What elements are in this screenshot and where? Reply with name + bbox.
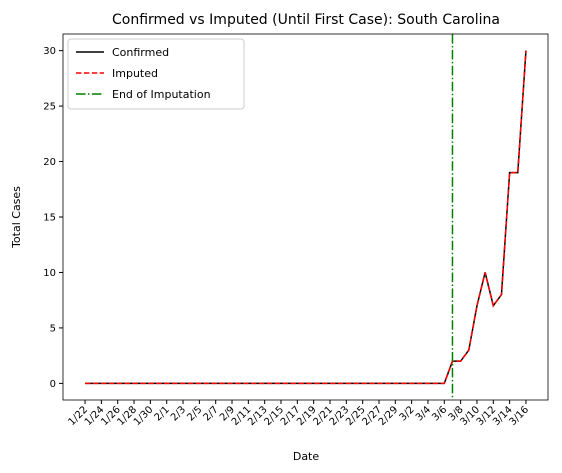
y-tick-label: 15	[43, 213, 56, 224]
y-tick-label: 25	[43, 102, 56, 113]
x-axis-label: Date	[293, 450, 320, 463]
legend-label: Imputed	[112, 67, 158, 80]
y-tick-label: 20	[43, 157, 56, 168]
legend-box	[67, 38, 245, 110]
y-tick-label: 30	[43, 46, 56, 57]
chart-title: Confirmed vs Imputed (Until First Case):…	[112, 12, 500, 28]
y-axis-label: Total Cases	[10, 186, 23, 249]
plot-frame	[62, 33, 549, 401]
legend-label: Confirmed	[112, 46, 169, 59]
y-tick-label: 0	[50, 379, 56, 390]
y-tick-label: 5	[50, 323, 56, 334]
legend-label: End of Imputation	[112, 88, 211, 101]
y-tick-label: 10	[43, 268, 56, 279]
legend: Confirmed Imputed End of Imputation	[67, 38, 245, 110]
